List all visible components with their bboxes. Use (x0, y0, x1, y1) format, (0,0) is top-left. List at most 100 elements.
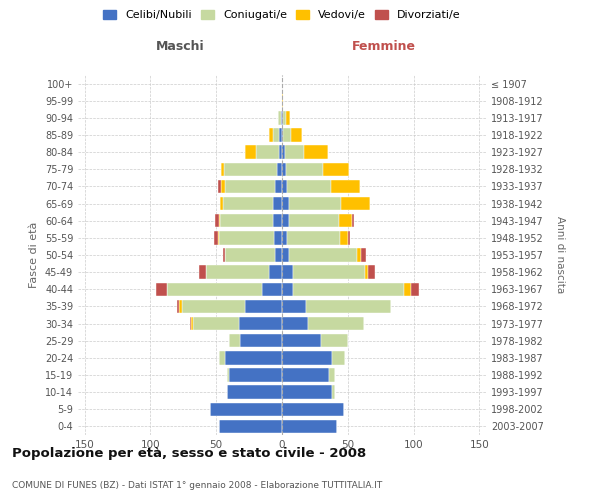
Bar (282, 266, 293, 279)
Bar (223, 197, 273, 210)
Bar (218, 231, 219, 244)
Bar (215, 214, 219, 228)
Bar (282, 402, 344, 416)
Bar (282, 180, 287, 193)
Bar (323, 162, 349, 176)
Bar (329, 368, 335, 382)
Bar (191, 317, 193, 330)
Bar (308, 317, 364, 330)
Bar (287, 180, 331, 193)
Bar (341, 197, 370, 210)
Bar (226, 248, 275, 262)
Bar (280, 146, 282, 159)
Bar (286, 162, 323, 176)
Bar (177, 300, 179, 313)
Bar (289, 248, 357, 262)
Bar (278, 111, 281, 124)
Text: COMUNE DI FUNES (BZ) - Dati ISTAT 1° gennaio 2008 - Elaborazione TUTTITALIA.IT: COMUNE DI FUNES (BZ) - Dati ISTAT 1° gen… (12, 480, 382, 490)
Bar (282, 351, 332, 364)
Bar (282, 420, 337, 433)
Bar (227, 368, 229, 382)
Bar (218, 180, 221, 193)
Bar (282, 214, 289, 228)
Bar (282, 317, 308, 330)
Bar (179, 300, 182, 313)
Bar (331, 180, 359, 193)
Bar (282, 111, 283, 124)
Bar (274, 231, 282, 244)
Bar (282, 282, 293, 296)
Bar (357, 248, 361, 262)
Bar (332, 351, 345, 364)
Bar (361, 248, 366, 262)
Bar (365, 266, 368, 279)
Bar (282, 386, 332, 399)
Bar (282, 231, 287, 244)
Bar (223, 248, 226, 262)
Bar (227, 386, 282, 399)
Bar (282, 334, 322, 347)
Bar (277, 162, 282, 176)
Bar (199, 266, 206, 279)
Bar (275, 180, 282, 193)
Bar (281, 111, 282, 124)
Bar (240, 334, 282, 347)
Bar (262, 282, 282, 296)
Bar (348, 231, 350, 244)
Bar (282, 162, 286, 176)
Bar (193, 317, 239, 330)
Bar (221, 162, 224, 176)
Bar (283, 111, 286, 124)
Bar (404, 282, 411, 296)
Bar (190, 317, 191, 330)
Bar (293, 266, 365, 279)
Bar (282, 248, 289, 262)
Bar (273, 128, 280, 141)
Bar (289, 197, 341, 210)
Bar (280, 128, 282, 141)
Bar (219, 420, 282, 433)
Bar (338, 214, 352, 228)
Bar (220, 197, 223, 210)
Bar (282, 94, 283, 108)
Bar (224, 162, 277, 176)
Bar (226, 351, 282, 364)
Y-axis label: Fasce di età: Fasce di età (29, 222, 39, 288)
Bar (282, 146, 284, 159)
Bar (287, 231, 340, 244)
Bar (229, 368, 282, 382)
Bar (305, 300, 391, 313)
Bar (239, 317, 282, 330)
Bar (219, 351, 226, 364)
Bar (229, 334, 240, 347)
Bar (155, 282, 167, 296)
Bar (182, 300, 245, 313)
Bar (245, 300, 282, 313)
Bar (283, 128, 291, 141)
Text: Femmine: Femmine (352, 40, 416, 52)
Bar (245, 146, 256, 159)
Bar (411, 282, 419, 296)
Bar (340, 231, 348, 244)
Text: Maschi: Maschi (155, 40, 205, 52)
Bar (289, 214, 338, 228)
Bar (206, 266, 269, 279)
Bar (368, 266, 376, 279)
Bar (269, 128, 273, 141)
Bar (219, 231, 274, 244)
Legend: Celibi/Nubili, Coniugati/e, Vedovi/e, Divorziati/e: Celibi/Nubili, Coniugati/e, Vedovi/e, Di… (99, 6, 465, 25)
Bar (304, 146, 328, 159)
Bar (286, 111, 290, 124)
Bar (221, 180, 226, 193)
Bar (209, 402, 282, 416)
Bar (214, 231, 218, 244)
Text: Popolazione per età, sesso e stato civile - 2008: Popolazione per età, sesso e stato civil… (12, 448, 366, 460)
Bar (275, 248, 282, 262)
Bar (269, 266, 282, 279)
Bar (322, 334, 348, 347)
Bar (284, 146, 304, 159)
Bar (293, 282, 404, 296)
Bar (282, 197, 289, 210)
Bar (167, 282, 262, 296)
Bar (273, 214, 282, 228)
